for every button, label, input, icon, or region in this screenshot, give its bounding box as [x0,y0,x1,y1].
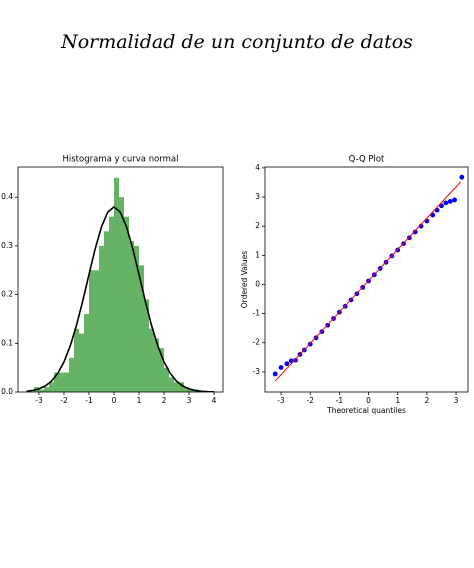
qq-point [412,229,418,235]
qq-point [272,371,278,377]
histogram-bar [189,389,194,392]
y-tick-label: 0.0 [1,387,13,396]
histogram-bar [74,328,79,392]
y-tick-label: 0.1 [1,338,13,347]
x-tick-label: -1 [85,396,93,405]
y-tick-label: 0.2 [1,290,13,299]
histogram-bar [64,372,69,392]
qq-point [406,235,412,241]
histogram-bar [69,357,74,392]
histogram-bar [129,241,134,392]
histogram-bar [174,382,179,392]
histogram-bar [89,270,94,392]
qq-point [452,197,457,203]
x-tick-label: 1 [137,396,142,405]
x-tick-label: -2 [306,396,314,405]
x-tick-label: -3 [277,396,285,405]
y-tick-label: 4 [255,163,260,172]
histogram-bar [119,197,124,392]
histogram-bar [159,348,164,392]
histogram-bar [154,338,159,392]
histogram-bar [104,231,109,392]
qq-point [284,361,290,367]
normal-curve [26,205,215,392]
histogram-bar [39,389,44,392]
histogram-bar [59,372,64,392]
histogram-bar [149,328,154,392]
histogram-bar [169,377,174,392]
qq-point [447,198,453,204]
histogram-bar [84,314,89,392]
axes-title: Q-Q Plot [349,155,385,165]
x-tick-label: 0 [112,396,117,405]
y-tick-label: -3 [253,367,261,376]
histogram-bar [109,216,114,392]
figure-title: Normalidad de un conjunto de datos [60,31,413,53]
histogram-bar [94,270,99,392]
qq-point [319,329,325,335]
y-tick-label: 1 [255,250,260,259]
qq-point [278,365,284,370]
qq-point [293,357,299,363]
qq-point [443,200,449,206]
qq-point [439,203,444,209]
x-tick-label: -2 [60,396,68,405]
y-tick-label: -2 [253,338,261,347]
y-tick-label: 2 [255,221,260,230]
x-tick-label: 2 [162,396,167,405]
histogram-bar [144,299,149,392]
x-tick-label: 2 [424,396,429,405]
histogram-bar [114,177,119,392]
x-axis-label: Theoretical quantiles [326,406,406,415]
x-tick-label: 3 [454,396,459,405]
histogram-bar [134,245,139,392]
histogram-bar [79,333,84,392]
x-tick-label: 3 [187,396,192,405]
qq-point [424,218,430,224]
histogram-bar [184,387,189,392]
y-tick-label: -1 [253,309,261,318]
histogram-bar [54,372,59,392]
axes-frame [17,166,224,393]
histogram-bar [164,367,169,392]
x-tick-label: 1 [395,396,400,405]
y-tick-label: 0.3 [1,241,13,250]
axes-frame [264,166,469,393]
qq-point [418,223,424,229]
histogram-bar [179,382,184,392]
x-tick-label: 0 [366,396,371,405]
x-tick-label: 4 [212,396,217,405]
y-tick-label: 3 [255,192,260,201]
histogram-bar [49,382,54,392]
y-tick-label: 0.4 [1,192,13,201]
x-tick-label: -3 [35,396,43,405]
y-tick-label: 0 [255,279,260,288]
histogram-bar [139,265,144,392]
qq-point [307,341,313,347]
histogram-bar [124,216,129,392]
qq-point [459,174,465,180]
histogram-bar [44,387,49,392]
histogram-bar [99,245,104,392]
fit-line [274,181,462,382]
y-axis-label: Ordered Values [240,251,249,309]
axes-title: Histograma y curva normal [62,155,178,165]
x-tick-label: -1 [336,396,344,405]
